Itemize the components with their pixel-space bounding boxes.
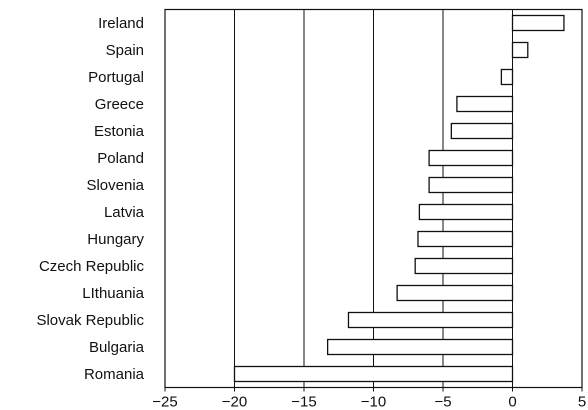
- bar: [233, 365, 514, 383]
- bar: [511, 14, 565, 32]
- x-tick-label: −20: [222, 394, 247, 410]
- category-label: Slovenia: [86, 177, 144, 194]
- x-tick-label: 5: [578, 394, 586, 410]
- category-label: Bulgaria: [89, 339, 145, 356]
- bar: [511, 41, 529, 59]
- category-label: Ireland: [98, 15, 144, 32]
- bar: [428, 176, 514, 194]
- bar: [326, 338, 514, 356]
- bar: [396, 284, 514, 302]
- bar: [347, 311, 514, 329]
- category-label: Poland: [97, 150, 144, 167]
- x-tick-label: −25: [152, 394, 177, 410]
- category-label: Spain: [106, 42, 144, 59]
- grid-lines: [234, 9, 513, 388]
- category-label: Latvia: [104, 204, 145, 221]
- bar: [414, 257, 514, 275]
- category-label: Portugal: [88, 69, 144, 86]
- bars: [233, 14, 565, 383]
- category-label: Romania: [84, 366, 145, 383]
- x-tick-label: −15: [291, 394, 316, 410]
- bar: [500, 68, 514, 86]
- category-label: LIthuania: [82, 285, 144, 302]
- bar: [456, 95, 514, 113]
- category-label: Estonia: [94, 123, 145, 140]
- category-label: Slovak Republic: [36, 312, 144, 329]
- x-tick-label: −5: [434, 394, 451, 410]
- x-tick-label: −10: [361, 394, 386, 410]
- category-labels: Ireland Spain Portugal Greece Estonia Poland S…: [36, 15, 144, 383]
- category-label: Greece: [95, 96, 144, 113]
- bar: [428, 149, 514, 167]
- x-tick-label: 0: [508, 394, 516, 410]
- bar: [450, 122, 514, 140]
- bar: [418, 203, 514, 221]
- x-axis-ticks: −25 −20 −15 −10 −5 0 5: [152, 387, 586, 410]
- bar: [417, 230, 514, 248]
- category-label: Czech Republic: [39, 258, 145, 275]
- category-label: Hungary: [87, 231, 144, 248]
